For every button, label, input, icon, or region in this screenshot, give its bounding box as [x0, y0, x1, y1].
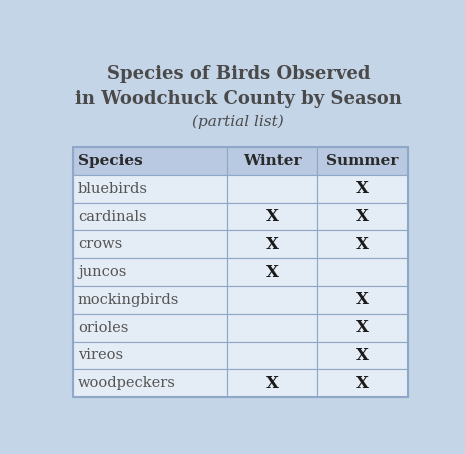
- Text: X: X: [356, 180, 369, 197]
- Bar: [227, 231, 317, 258]
- Bar: [317, 314, 408, 341]
- Bar: [227, 202, 317, 231]
- Text: Species of Birds Observed: Species of Birds Observed: [106, 65, 370, 83]
- Text: X: X: [356, 291, 369, 308]
- Bar: [317, 231, 408, 258]
- Bar: [317, 147, 408, 175]
- Bar: [227, 147, 317, 175]
- Bar: [317, 369, 408, 397]
- Bar: [227, 314, 317, 341]
- Text: juncos: juncos: [78, 265, 126, 279]
- Text: Species: Species: [78, 154, 143, 168]
- Text: Winter: Winter: [243, 154, 301, 168]
- Text: X: X: [356, 208, 369, 225]
- Bar: [73, 341, 227, 369]
- Text: (partial list): (partial list): [193, 115, 284, 129]
- Bar: [227, 258, 317, 286]
- Bar: [317, 175, 408, 202]
- Text: X: X: [356, 347, 369, 364]
- Bar: [73, 314, 227, 341]
- Bar: [73, 175, 227, 202]
- Text: mockingbirds: mockingbirds: [78, 293, 179, 307]
- Text: X: X: [356, 236, 369, 253]
- Bar: [227, 175, 317, 202]
- Bar: [317, 286, 408, 314]
- Bar: [227, 286, 317, 314]
- Text: orioles: orioles: [78, 321, 128, 335]
- Text: crows: crows: [78, 237, 122, 252]
- Text: in Woodchuck County by Season: in Woodchuck County by Season: [75, 90, 402, 108]
- Bar: [227, 341, 317, 369]
- Bar: [227, 369, 317, 397]
- Bar: [317, 258, 408, 286]
- Bar: [73, 202, 227, 231]
- Text: X: X: [266, 236, 279, 253]
- Bar: [73, 231, 227, 258]
- Text: X: X: [266, 264, 279, 281]
- Text: cardinals: cardinals: [78, 210, 146, 223]
- Text: vireos: vireos: [78, 348, 123, 362]
- Text: woodpeckers: woodpeckers: [78, 376, 176, 390]
- Text: bluebirds: bluebirds: [78, 182, 148, 196]
- Bar: [317, 341, 408, 369]
- Bar: [73, 147, 227, 175]
- Text: X: X: [356, 375, 369, 392]
- Bar: [73, 286, 227, 314]
- Text: Summer: Summer: [326, 154, 399, 168]
- Bar: [73, 369, 227, 397]
- Text: X: X: [266, 208, 279, 225]
- Text: X: X: [356, 319, 369, 336]
- Bar: [73, 258, 227, 286]
- Bar: [73, 147, 408, 397]
- Text: X: X: [266, 375, 279, 392]
- Bar: [317, 202, 408, 231]
